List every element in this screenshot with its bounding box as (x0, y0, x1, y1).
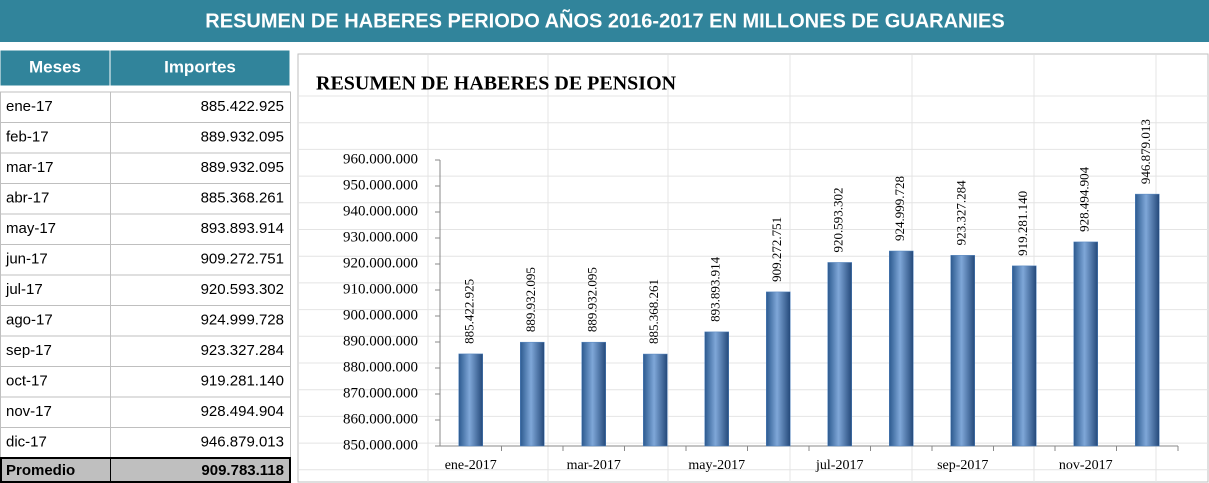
y-tick-label: 950.000.000 (343, 177, 418, 193)
bar (827, 262, 852, 447)
cell (0, 183, 111, 215)
header-cell (109, 49, 291, 87)
footer-value: 909.783.118 (201, 462, 284, 479)
value-label: 889.932.095 (523, 267, 538, 332)
cell (0, 244, 111, 276)
amount-cell: 920.593.302 (201, 281, 284, 298)
y-tick-label: 890.000.000 (343, 333, 418, 349)
month-cell: ago-17 (6, 312, 53, 329)
bar (458, 353, 483, 447)
cell (0, 122, 111, 154)
month-cell: jul-17 (5, 281, 43, 298)
y-tick-label: 880.000.000 (343, 359, 418, 375)
month-cell: oct-17 (6, 373, 48, 390)
y-tick-label: 910.000.000 (343, 281, 418, 297)
cell (0, 427, 111, 459)
y-tick-label: 870.000.000 (343, 385, 418, 401)
footer-row (0, 457, 291, 483)
header-cell (0, 49, 111, 87)
cell (0, 91, 111, 123)
title-band (0, 0, 1209, 42)
value-label: 885.368.261 (646, 279, 661, 344)
cell (0, 152, 111, 184)
value-label: 920.593.302 (831, 187, 846, 252)
amount-cell: 893.893.914 (201, 220, 284, 237)
amount-cell: 885.368.261 (201, 190, 284, 207)
month-cell: sep-17 (6, 342, 52, 359)
amount-cell: 928.494.904 (201, 403, 284, 420)
bar (704, 331, 729, 447)
x-tick-label: jul-2017 (815, 458, 863, 473)
cell (0, 305, 111, 337)
y-tick-label: 920.000.000 (343, 255, 418, 271)
month-cell: ene-17 (6, 98, 53, 115)
cell (110, 366, 291, 398)
amount-cell: 924.999.728 (201, 312, 284, 329)
bar (520, 341, 545, 447)
y-tick-label: 850.000.000 (343, 437, 418, 453)
x-tick-label: ene-2017 (445, 458, 497, 473)
value-label: 928.494.904 (1077, 166, 1092, 232)
x-tick-label: sep-2017 (937, 458, 988, 473)
x-tick-label: may-2017 (688, 458, 745, 473)
cell (110, 152, 291, 184)
x-tick-label: mar-2017 (567, 458, 621, 473)
x-tick-label: nov-2017 (1059, 458, 1113, 473)
month-cell: feb-17 (6, 129, 49, 146)
month-cell: abr-17 (6, 190, 49, 207)
cell (110, 183, 291, 215)
cell (110, 244, 291, 276)
value-label: 909.272.751 (769, 217, 784, 282)
bar (1135, 193, 1160, 447)
cell (110, 396, 291, 428)
cell (110, 305, 291, 337)
cell (110, 213, 291, 245)
chart-title: RESUMEN DE HABERES DE PENSION (316, 73, 677, 95)
bar (1073, 241, 1098, 447)
cell (0, 335, 111, 367)
month-cell: mar-17 (6, 159, 54, 176)
bar (581, 341, 606, 447)
chart-area (297, 53, 1209, 483)
month-cell: jun-17 (5, 251, 48, 268)
bar (950, 255, 975, 447)
amount-cell: 946.879.013 (201, 434, 284, 451)
y-tick-label: 900.000.000 (343, 307, 418, 323)
amount-cell: 909.272.751 (201, 251, 284, 268)
bar (889, 250, 914, 447)
y-tick-label: 940.000.000 (343, 203, 418, 219)
amount-cell: 919.281.140 (201, 373, 284, 390)
month-cell: may-17 (6, 220, 56, 237)
y-tick-label: 930.000.000 (343, 229, 418, 245)
amount-cell: 889.932.095 (201, 129, 284, 146)
month-cell: nov-17 (6, 403, 52, 420)
cell (110, 335, 291, 367)
value-label: 919.281.140 (1015, 191, 1030, 256)
value-label: 946.879.013 (1138, 119, 1153, 184)
page-title: RESUMEN DE HABERES PERIODO AÑOS 2016-201… (205, 9, 1004, 32)
bar (1012, 265, 1037, 447)
header-text: Importes (164, 57, 236, 76)
month-cell: dic-17 (6, 434, 47, 451)
cell (110, 427, 291, 459)
amount-cell: 885.422.925 (201, 98, 284, 115)
cell (0, 213, 111, 245)
value-label: 889.932.095 (585, 267, 600, 332)
header-text: Meses (29, 57, 81, 76)
value-label: 923.327.284 (954, 180, 969, 246)
y-tick-label: 860.000.000 (343, 411, 418, 427)
y-tick-label: 960.000.000 (343, 151, 418, 167)
bar (766, 291, 791, 447)
value-label: 893.893.914 (708, 256, 723, 322)
footer-label: Promedio (6, 462, 75, 479)
amount-cell: 889.932.095 (201, 159, 284, 176)
value-label: 924.999.728 (892, 176, 907, 241)
amount-cell: 923.327.284 (201, 342, 284, 359)
cell (110, 274, 291, 306)
bar (643, 353, 668, 447)
cell (0, 366, 111, 398)
cell (110, 91, 291, 123)
value-label: 885.422.925 (462, 279, 477, 344)
